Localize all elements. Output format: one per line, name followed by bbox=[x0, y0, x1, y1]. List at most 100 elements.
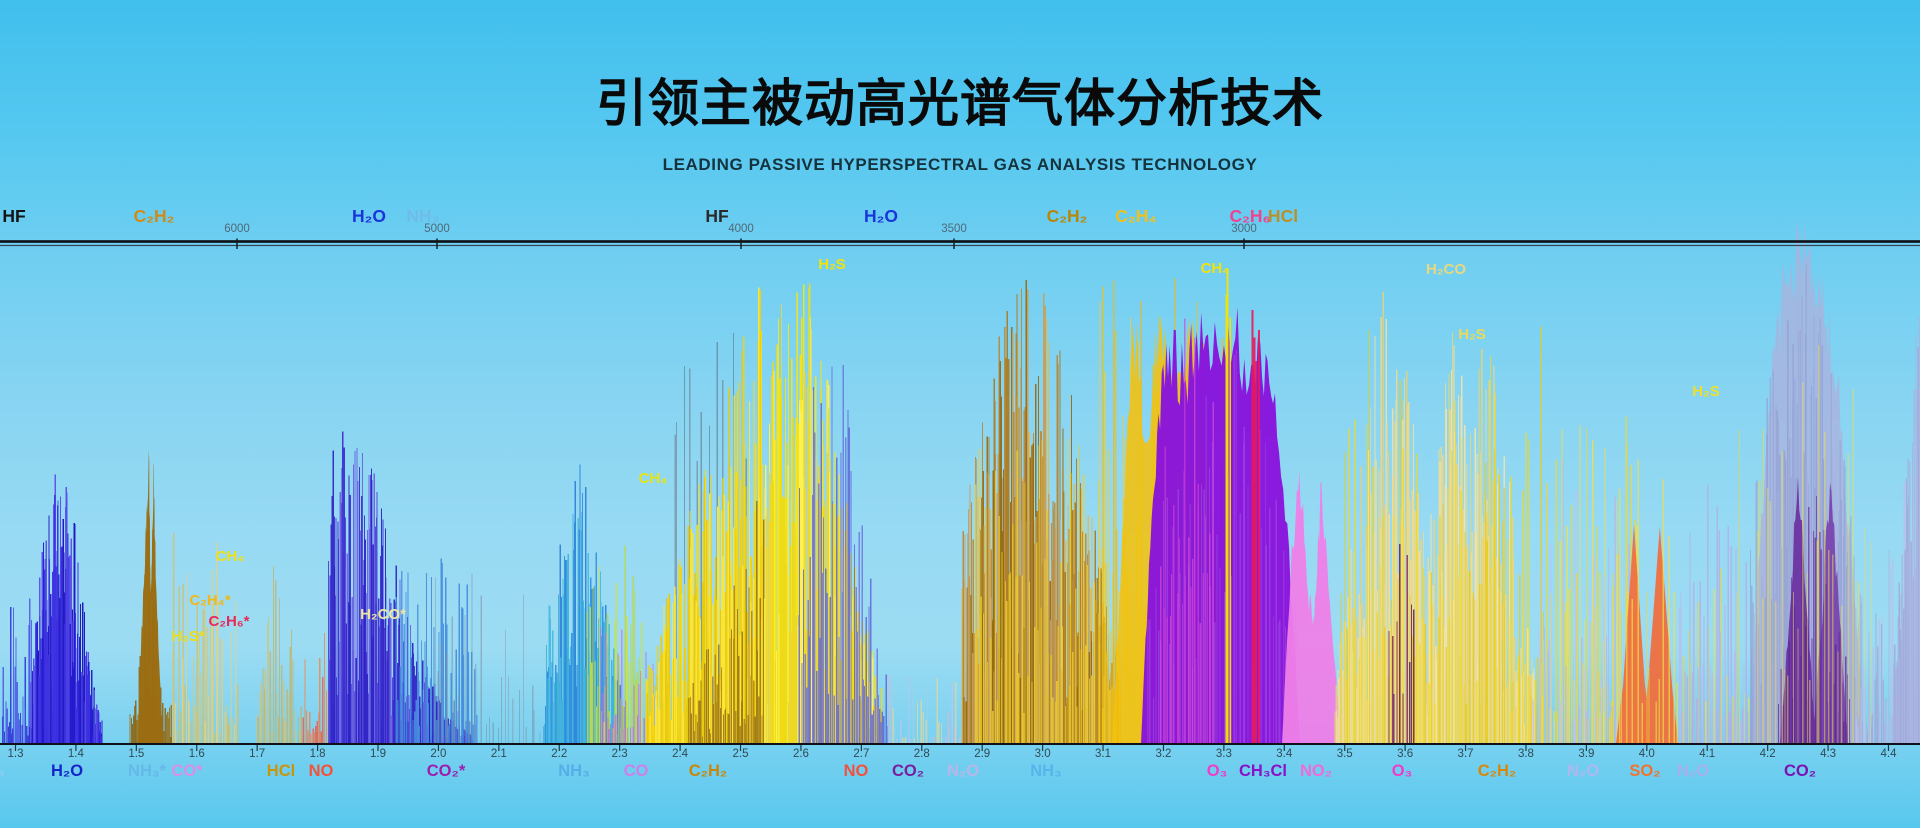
chart-gas-label-CH₄: CH₄ bbox=[1200, 260, 1230, 277]
spectral-band-pink-no2 bbox=[1282, 470, 1340, 744]
top-axis-tick bbox=[1243, 238, 1245, 249]
bottom-gas-label-CO₂*: CO₂* bbox=[426, 762, 466, 780]
wavelength-label-1.5: 1.5 bbox=[128, 748, 145, 760]
wavelength-label-2.1: 2.1 bbox=[490, 748, 507, 760]
bottom-axis-tick bbox=[135, 745, 137, 751]
bottom-gas-label-NH₃*: NH₃* bbox=[128, 762, 166, 780]
spectral-band-gray-205 bbox=[434, 577, 541, 744]
wavelength-label-4.2: 4.2 bbox=[1759, 748, 1776, 760]
top-axis-tick bbox=[740, 238, 742, 249]
spectral-band-lav-39 bbox=[1532, 490, 1618, 744]
wavelength-label-1.4: 1.4 bbox=[67, 748, 84, 760]
spectral-band-yellow-305 bbox=[975, 438, 1120, 744]
bottom-gas-label-CO: CO bbox=[623, 762, 649, 780]
wavelength-label-4.3: 4.3 bbox=[1820, 748, 1837, 760]
wavelength-label-2.3: 2.3 bbox=[611, 748, 628, 760]
wavelength-label-3.6: 3.6 bbox=[1397, 748, 1414, 760]
spectral-band-edge-blue-left bbox=[2, 598, 33, 744]
spectral-band-khaki-175 bbox=[255, 616, 301, 744]
wavelength-label-2.0: 2.0 bbox=[430, 748, 447, 760]
bottom-gas-label-CO₂: CO₂ bbox=[1783, 762, 1817, 780]
bottom-axis-tick bbox=[1585, 745, 1587, 751]
spectral-band-gray-205 bbox=[437, 573, 535, 744]
bottom-gas-label-O₃: O₃ bbox=[1391, 762, 1413, 780]
wavelength-label-1.9: 1.9 bbox=[370, 748, 386, 760]
chart-gas-label-H₂S*: H₂S* bbox=[171, 628, 205, 645]
wavelength-label-3.0: 3.0 bbox=[1034, 748, 1051, 760]
bottom-axis-tick bbox=[377, 745, 379, 751]
top-axis-line-2 bbox=[0, 244, 1920, 247]
wavelength-label-4.4: 4.4 bbox=[1880, 748, 1897, 760]
wavelength-label-3.5: 3.5 bbox=[1336, 748, 1353, 760]
bottom-axis-tick bbox=[1162, 745, 1165, 751]
bottom-gas-label-NH₃: NH₃ bbox=[1030, 762, 1062, 780]
spectral-band-khaki-175 bbox=[257, 566, 302, 744]
bottom-axis-tick bbox=[1887, 745, 1890, 751]
bottom-axis-tick bbox=[75, 745, 77, 751]
bottom-axis-line bbox=[0, 743, 1920, 745]
bottom-axis-tick bbox=[558, 745, 560, 751]
bottom-axis-tick bbox=[1767, 745, 1769, 751]
bottom-gas-label-NO₂: NO₂ bbox=[1299, 762, 1333, 780]
bottom-gas-label-NO: NO bbox=[843, 762, 869, 780]
bottom-axis-tick bbox=[1464, 745, 1467, 751]
spectral-band-yellow-305 bbox=[976, 439, 1117, 744]
spectral-band-khaki-160 bbox=[173, 533, 239, 744]
bottom-gas-label-N₂O: N₂O bbox=[946, 762, 980, 780]
spectral-band-magenta-325 bbox=[1163, 318, 1212, 744]
chart-gas-label-CH₄: CH₄ bbox=[638, 470, 668, 487]
spectral-band-so2-h1 bbox=[1616, 524, 1652, 744]
wavelength-label-1.8: 1.8 bbox=[309, 748, 326, 760]
top-gas-label-HF: HF bbox=[705, 206, 729, 226]
wavelength-label-4.1: 4.1 bbox=[1699, 748, 1716, 760]
wavelength-label-1.3: 1.3 bbox=[7, 748, 24, 760]
bottom-axis-tick bbox=[498, 745, 500, 751]
chart-gas-label-CH₄: CH₄ bbox=[215, 548, 245, 565]
wavelength-label-3.3: 3.3 bbox=[1215, 748, 1232, 760]
wavelength-label-3.1: 3.1 bbox=[1095, 748, 1112, 760]
spectral-band-h2o-140 bbox=[35, 494, 103, 744]
top-gas-label-C₂H₂: C₂H₂ bbox=[133, 206, 175, 226]
chart-gas-label-H₂CO: H₂CO bbox=[1426, 261, 1466, 278]
spectral-band-right-edge-tall bbox=[1895, 317, 1920, 744]
top-gas-label-HF: HF bbox=[2, 206, 26, 226]
wavelength-label-2.4: 2.4 bbox=[672, 748, 689, 760]
chart-gas-label-H₂S: H₂S bbox=[818, 256, 846, 273]
wavelength-label-3.9: 3.9 bbox=[1578, 748, 1595, 760]
bottom-axis-tick bbox=[1102, 745, 1104, 751]
spectral-band-red-180 bbox=[304, 632, 328, 744]
bottom-gas-label-H₂O: H₂O bbox=[50, 762, 84, 780]
spectral-band-blue-266 bbox=[801, 365, 882, 744]
bottom-axis-tick bbox=[1042, 745, 1044, 751]
bottom-axis-tick bbox=[860, 745, 862, 751]
spectral-band-khaki-160 bbox=[174, 542, 237, 744]
top-gas-label-H₂O: H₂O bbox=[351, 206, 387, 226]
bottom-axis-tick bbox=[921, 745, 923, 751]
spectral-band-ch4-spike-33 bbox=[1225, 268, 1232, 744]
chart-gas-label-C₂H₆*: C₂H₆* bbox=[208, 613, 250, 630]
spectral-band-brown-247 bbox=[687, 569, 763, 744]
chart-gas-label-C₂H₄*: C₂H₄* bbox=[189, 592, 231, 609]
wavelength-label-2.6: 2.6 bbox=[792, 748, 809, 760]
top-gas-label-NH₃: NH₃ bbox=[406, 206, 440, 226]
wavenumber-label-4000: 4000 bbox=[728, 223, 754, 235]
bottom-axis-tick bbox=[619, 745, 621, 751]
bottom-gas-label-₃: ₃ bbox=[0, 762, 5, 780]
bottom-axis-tick bbox=[1646, 745, 1648, 751]
wavelength-label-3.8: 3.8 bbox=[1517, 748, 1534, 760]
bottom-gas-label-N₂O: N₂O bbox=[1676, 762, 1710, 780]
bottom-axis-tick bbox=[1827, 745, 1829, 751]
spectral-band-sparse-282 bbox=[891, 686, 961, 744]
spectral-band-lav-41 bbox=[1678, 591, 1745, 744]
bottom-gas-label-CO₂: CO₂ bbox=[891, 762, 925, 780]
bottom-axis-tick bbox=[437, 745, 440, 751]
wavelength-label-2.8: 2.8 bbox=[913, 748, 930, 760]
bottom-axis-tick bbox=[1404, 745, 1406, 751]
spectral-band-dark-36 bbox=[1393, 544, 1415, 744]
wavenumber-label-5000: 5000 bbox=[424, 223, 450, 235]
wavelength-label-3.4: 3.4 bbox=[1276, 748, 1293, 760]
wavelength-label-2.7: 2.7 bbox=[853, 748, 870, 760]
top-gas-label-C₂H₄: C₂H₄ bbox=[1115, 206, 1157, 226]
